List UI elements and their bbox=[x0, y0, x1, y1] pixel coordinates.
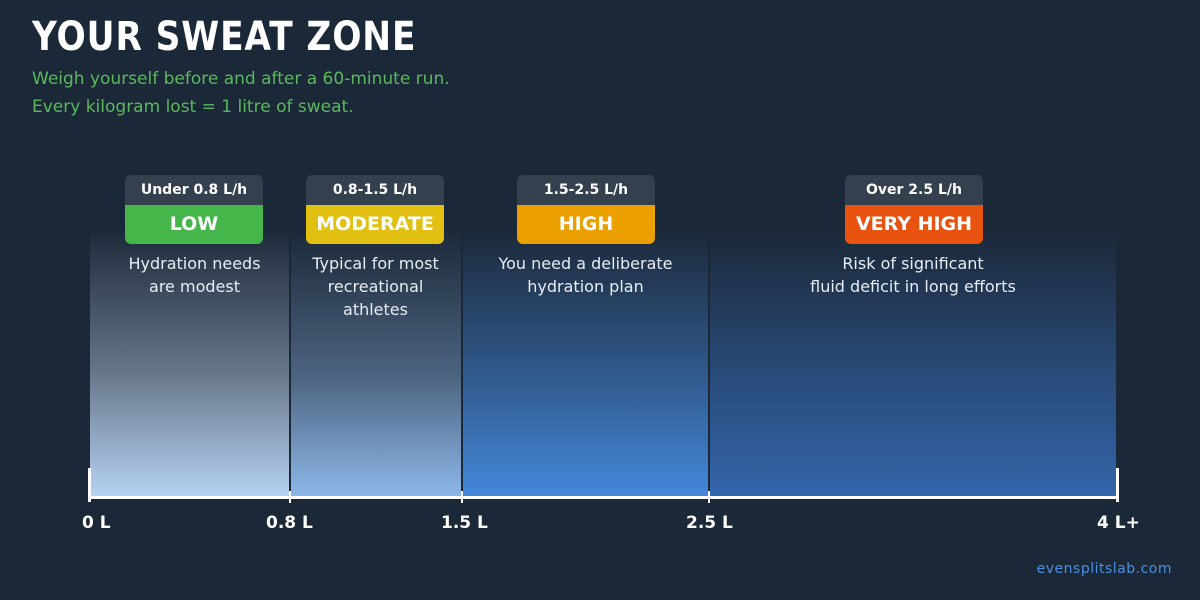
axis-tick-label: 4 L+ bbox=[1097, 513, 1140, 533]
range-label-very-high: Over 2.5 L/h bbox=[845, 175, 983, 205]
axis-tick bbox=[461, 491, 463, 503]
description-line: You need a deliberate bbox=[498, 254, 673, 273]
zone-description-high: You need a deliberate hydration plan bbox=[463, 252, 708, 298]
range-label-moderate: 0.8-1.5 L/h bbox=[306, 175, 444, 205]
axis-tick-start bbox=[88, 468, 91, 502]
range-label-high: 1.5-2.5 L/h bbox=[517, 175, 655, 205]
axis-tick bbox=[708, 491, 710, 503]
zone-divider bbox=[708, 228, 710, 498]
axis-tick bbox=[289, 491, 291, 503]
description-line: athletes bbox=[343, 300, 408, 319]
description-line: are modest bbox=[149, 277, 240, 296]
level-badge-low: LOW bbox=[125, 205, 263, 244]
axis-tick-label: 2.5 L bbox=[686, 513, 733, 533]
axis-tick-label: 0.8 L bbox=[266, 513, 313, 533]
subtitle-line-2: Every kilogram lost = 1 litre of sweat. bbox=[32, 97, 354, 117]
zone-panel-very-high bbox=[710, 228, 1116, 498]
level-badge-very-high: VERY HIGH bbox=[845, 205, 983, 244]
description-line: Typical for most bbox=[312, 254, 439, 273]
footer-website-link[interactable]: evensplitslab.com bbox=[1036, 561, 1172, 577]
axis-tick-end bbox=[1116, 468, 1119, 502]
zone-panel-moderate bbox=[290, 228, 461, 498]
description-line: recreational bbox=[327, 277, 424, 296]
zone-divider bbox=[289, 228, 291, 498]
zone-divider bbox=[461, 228, 463, 498]
zone-description-moderate: Typical for most recreational athletes bbox=[290, 252, 461, 321]
description-line: Hydration needs bbox=[128, 254, 261, 273]
subtitle-line-1: Weigh yourself before and after a 60-min… bbox=[32, 69, 450, 89]
zone-description-very-high: Risk of significant fluid deficit in lon… bbox=[710, 252, 1116, 298]
zone-panel-low bbox=[90, 228, 289, 498]
level-badge-moderate: MODERATE bbox=[306, 205, 444, 244]
zone-panel-high bbox=[463, 228, 708, 498]
range-label-low: Under 0.8 L/h bbox=[125, 175, 263, 205]
axis-tick-label: 1.5 L bbox=[441, 513, 488, 533]
level-badge-high: HIGH bbox=[517, 205, 655, 244]
description-line: fluid deficit in long efforts bbox=[810, 277, 1016, 296]
scale-axis-line bbox=[89, 496, 1118, 499]
description-line: hydration plan bbox=[527, 277, 644, 296]
description-line: Risk of significant bbox=[842, 254, 984, 273]
zone-description-low: Hydration needs are modest bbox=[90, 252, 299, 298]
axis-tick-label: 0 L bbox=[82, 513, 111, 533]
page-title: YOUR SWEAT ZONE bbox=[32, 14, 417, 60]
